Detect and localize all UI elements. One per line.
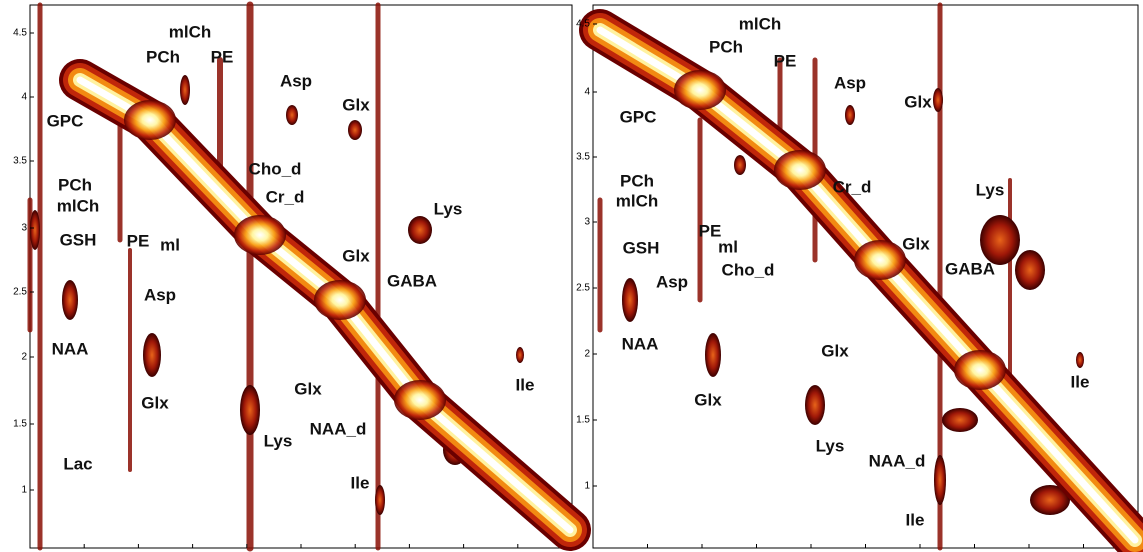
peak bbox=[942, 408, 978, 432]
y-tick-label: 2.5 bbox=[13, 287, 27, 298]
y-tick-label: 3.5 bbox=[13, 156, 27, 167]
peak-label: NAA_d bbox=[310, 419, 367, 438]
peak-label: Lac bbox=[63, 454, 92, 473]
y-tick-label: 1 bbox=[21, 485, 27, 496]
peak-label: NAA bbox=[622, 334, 659, 353]
peak bbox=[286, 105, 298, 125]
peak bbox=[375, 485, 385, 515]
peak-label: PCh bbox=[709, 37, 743, 56]
y-tick-label: 3.5 bbox=[576, 152, 590, 163]
peak-label: PE bbox=[211, 47, 234, 66]
peak-label: Ile bbox=[351, 473, 370, 492]
peak-label: GSH bbox=[60, 230, 97, 249]
peak bbox=[622, 278, 638, 322]
peak-label: mlCh bbox=[57, 196, 100, 215]
peak-label: Glx bbox=[141, 393, 169, 412]
y-tick-label: 1.5 bbox=[576, 415, 590, 426]
peak bbox=[1015, 250, 1045, 290]
peak-label: PCh bbox=[620, 171, 654, 190]
peak-label: NAA_d bbox=[869, 451, 926, 470]
peak-label: Asp bbox=[834, 73, 866, 92]
peak-label: ml bbox=[718, 237, 738, 256]
peak bbox=[934, 455, 946, 505]
peak-label: Glx bbox=[904, 92, 932, 111]
peak-label: Glx bbox=[342, 95, 370, 114]
y-tick-label: 4.5 bbox=[576, 19, 590, 30]
peak bbox=[805, 385, 825, 425]
peak-label: Cho_d bbox=[722, 260, 775, 279]
diagonal-peak bbox=[314, 280, 366, 320]
peak bbox=[845, 105, 855, 125]
peak-label: PE bbox=[127, 231, 150, 250]
peak-label: GSH bbox=[623, 238, 660, 257]
peak-label: Asp bbox=[656, 272, 688, 291]
peak bbox=[734, 155, 746, 175]
y-tick-label: 4.5 bbox=[13, 28, 27, 39]
peak-label: Lys bbox=[816, 436, 845, 455]
peak bbox=[62, 280, 78, 320]
peak-label: mlCh bbox=[169, 22, 212, 41]
peak-label: PCh bbox=[146, 47, 180, 66]
diagonal-peak bbox=[774, 150, 826, 190]
peak bbox=[980, 215, 1020, 265]
diagonal-peak bbox=[674, 70, 726, 110]
peak bbox=[1076, 352, 1084, 368]
peak bbox=[240, 385, 260, 435]
peak bbox=[516, 347, 524, 363]
peak-label: Lys bbox=[976, 180, 1005, 199]
peak-label: PCh bbox=[58, 175, 92, 194]
peak-label: Glx bbox=[821, 341, 849, 360]
peak bbox=[1030, 485, 1070, 515]
peak bbox=[348, 120, 362, 140]
peak-label: Cr_d bbox=[833, 177, 872, 196]
y-tick-label: 2 bbox=[584, 349, 590, 360]
peak-label: Ile bbox=[906, 510, 925, 529]
peak-label: GABA bbox=[945, 259, 995, 278]
diagonal-peak bbox=[234, 215, 286, 255]
peak-label: Lys bbox=[264, 431, 293, 450]
diagonal-peak bbox=[854, 240, 906, 280]
peak bbox=[143, 333, 161, 377]
peak-label: Glx bbox=[694, 390, 722, 409]
peak-label: GPC bbox=[620, 107, 657, 126]
peak-label: Ile bbox=[516, 375, 535, 394]
peak-label: Lys bbox=[434, 199, 463, 218]
peak-label: Glx bbox=[294, 379, 322, 398]
peak-label: Cr_d bbox=[266, 187, 305, 206]
peak-label: Glx bbox=[902, 234, 930, 253]
peak bbox=[705, 333, 721, 377]
y-tick-label: 4 bbox=[584, 87, 590, 98]
peak-label: PE bbox=[699, 221, 722, 240]
peak-label: Asp bbox=[280, 71, 312, 90]
y-tick-label: 2.5 bbox=[576, 283, 590, 294]
y-tick-label: 4 bbox=[21, 92, 27, 103]
diagonal-peak bbox=[124, 100, 176, 140]
peak bbox=[408, 216, 432, 244]
peak bbox=[30, 210, 40, 250]
peak-label: Ile bbox=[1071, 372, 1090, 391]
diagonal-peak bbox=[394, 380, 446, 420]
peak-label: NAA bbox=[52, 339, 89, 358]
peak-label: ml bbox=[160, 235, 180, 254]
peak-label: PE bbox=[774, 51, 797, 70]
peak-label: GPC bbox=[47, 111, 84, 130]
peak bbox=[933, 88, 943, 112]
peak-label: Cho_d bbox=[249, 159, 302, 178]
peak-label: GABA bbox=[387, 271, 437, 290]
y-tick-label: 1 bbox=[584, 481, 590, 492]
peak-label: Glx bbox=[342, 246, 370, 265]
peak bbox=[180, 75, 190, 105]
y-tick-label: 3 bbox=[21, 223, 27, 234]
y-tick-label: 3 bbox=[584, 217, 590, 228]
diagonal-peak bbox=[954, 350, 1006, 390]
y-tick-label: 2 bbox=[21, 352, 27, 363]
y-tick-label: 1.5 bbox=[13, 419, 27, 430]
peak-label: mlCh bbox=[739, 14, 782, 33]
peak-label: Asp bbox=[144, 285, 176, 304]
peak-label: mlCh bbox=[616, 191, 659, 210]
